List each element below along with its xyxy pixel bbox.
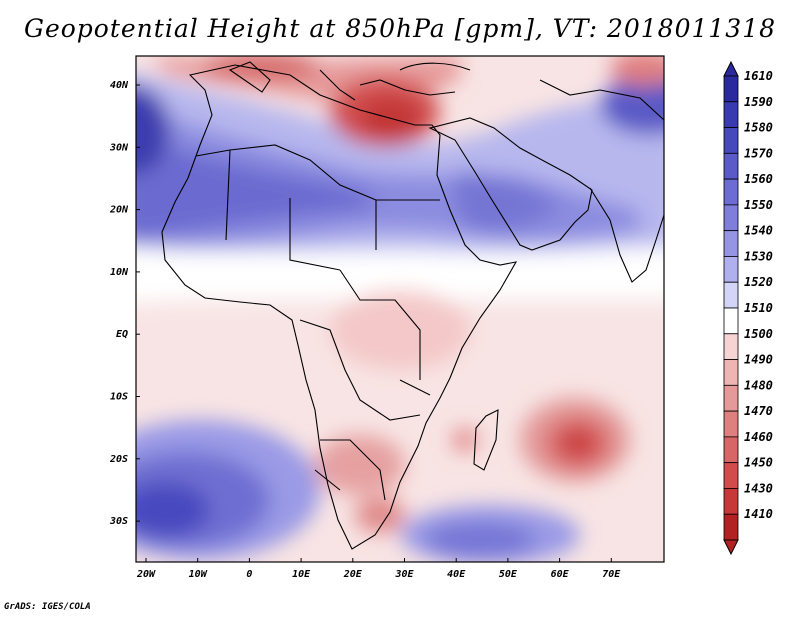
colorbar-swatch bbox=[723, 307, 739, 335]
colorbar-swatch bbox=[723, 178, 739, 206]
colorbar-label: 1450 bbox=[744, 456, 773, 470]
colorbar-swatch bbox=[723, 127, 739, 154]
colorbar-top-arrow bbox=[723, 60, 739, 77]
colorbar-swatch bbox=[723, 488, 739, 515]
colorbar-swatch bbox=[723, 152, 739, 180]
lat-tick-label: 30N bbox=[109, 142, 129, 153]
colorbar-label: 1560 bbox=[744, 172, 773, 186]
colorbar-label: 1510 bbox=[744, 301, 773, 315]
colorbar-swatch bbox=[723, 256, 739, 283]
plot-frame bbox=[135, 55, 665, 563]
colorbar-label: 1470 bbox=[744, 404, 773, 418]
lat-tick-label: 20N bbox=[109, 205, 129, 216]
colorbar-label: 1530 bbox=[744, 249, 773, 263]
lat-tick-label: 10N bbox=[110, 267, 129, 278]
longitude-axis: 20W 10W 0 10E 20E 30E 40E 50E 60E 70E bbox=[136, 558, 621, 580]
colorbar-label: 1590 bbox=[744, 95, 773, 109]
lat-tick-label: 30S bbox=[109, 516, 128, 527]
lon-tick-label: 40E bbox=[447, 569, 466, 580]
lon-tick-label: 10W bbox=[189, 569, 208, 580]
height-field bbox=[136, 56, 664, 562]
colorbar-swatch bbox=[723, 204, 739, 232]
colorbar-label: 1610 bbox=[744, 69, 773, 83]
lon-tick-label: 60E bbox=[551, 569, 570, 580]
lon-tick-label: 20W bbox=[136, 569, 156, 580]
lon-tick-label: 20E bbox=[343, 569, 363, 580]
lat-tick-label: 40N bbox=[110, 80, 129, 91]
colorbar-swatch bbox=[723, 436, 739, 464]
colorbar: 1610 1590 1580 1570 1560 1550 1540 1530 1520 1510… bbox=[723, 60, 773, 556]
lon-tick-label: 10E bbox=[292, 569, 311, 580]
colorbar-swatch bbox=[723, 281, 739, 309]
colorbar-label: 1480 bbox=[744, 378, 773, 392]
colorbar-label: 1540 bbox=[744, 224, 773, 238]
colorbar-label: 1410 bbox=[744, 507, 773, 521]
lat-tick-label: EQ bbox=[116, 329, 128, 340]
colorbar-swatch bbox=[723, 75, 739, 103]
colorbar-swatch bbox=[723, 384, 739, 412]
colorbar-label: 1460 bbox=[744, 430, 773, 444]
lat-tick-label: 10S bbox=[110, 392, 128, 403]
colorbar-swatch bbox=[723, 359, 739, 386]
colorbar-swatch bbox=[723, 462, 739, 489]
colorbar-label: 1430 bbox=[744, 481, 773, 495]
colorbar-label: 1550 bbox=[744, 198, 773, 212]
credit-label: GrADS: IGES/COLA bbox=[4, 602, 91, 612]
lon-tick-label: 70E bbox=[602, 569, 621, 580]
latitude-axis: 40N 30N 20N 10N EQ 10S 20S 30S bbox=[109, 80, 140, 527]
colorbar-label: 1570 bbox=[744, 146, 773, 160]
lon-tick-label: 30E bbox=[394, 569, 414, 580]
colorbar-label: 1520 bbox=[744, 275, 773, 289]
colorbar-swatch bbox=[723, 333, 739, 360]
colorbar-swatch bbox=[723, 410, 739, 438]
colorbar-label: 1580 bbox=[744, 121, 773, 135]
lon-tick-label: 0 bbox=[246, 569, 252, 580]
colorbar-bottom-arrow bbox=[723, 539, 739, 556]
colorbar-label: 1490 bbox=[744, 353, 773, 367]
chart-title: Geopotential Height at 850hPa [gpm], VT:… bbox=[23, 14, 777, 43]
lon-tick-label: 50E bbox=[499, 569, 518, 580]
colorbar-label: 1500 bbox=[744, 327, 773, 341]
lat-tick-label: 20S bbox=[109, 454, 128, 465]
colorbar-swatch bbox=[723, 101, 739, 128]
coastlines bbox=[161, 61, 664, 550]
colorbar-swatch bbox=[723, 230, 739, 257]
colorbar-swatch bbox=[723, 513, 739, 541]
